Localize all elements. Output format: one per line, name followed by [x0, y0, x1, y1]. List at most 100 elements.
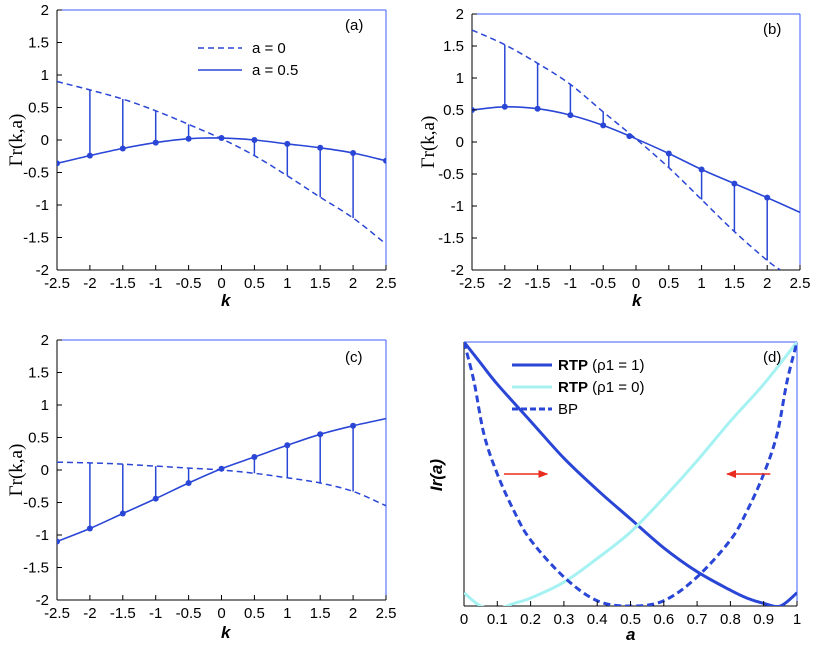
- x-tick-label: 0.5: [620, 611, 641, 628]
- panel-c-label: (c): [345, 349, 363, 366]
- data-point-marker: [698, 166, 705, 173]
- panel-d-chart: 0 0.1 0.2 0.3 0.4 0.5 0.6 0.7 0.8 0.9 1 (d) RTP (ρ…: [427, 341, 801, 644]
- data-point-marker: [152, 495, 159, 502]
- data-point-marker: [86, 525, 93, 532]
- data-point-marker: [350, 150, 357, 156]
- x-tick-label: 0.9: [753, 611, 774, 628]
- x-tick-label: 2: [349, 275, 357, 292]
- data-point-marker: [317, 144, 324, 151]
- legend-rtp1-label: RTP (ρ1 = 1): [558, 357, 644, 374]
- y-tick-label: -1.5: [438, 230, 464, 247]
- panel-b-label: (b): [763, 21, 781, 38]
- x-tick-label: 0.5: [244, 605, 265, 622]
- x-tick-label: 0.2: [520, 611, 541, 628]
- panel-a-xlabel: k: [221, 291, 232, 310]
- data-point-marker: [57, 538, 60, 545]
- x-tick-label: 2.5: [376, 275, 397, 292]
- panel-a-label: (a): [345, 17, 363, 34]
- y-tick-label: -2: [451, 262, 464, 279]
- y-tick-label: 0.5: [28, 430, 49, 447]
- x-tick-label: -2: [83, 605, 96, 622]
- x-tick-label: 0.4: [587, 611, 608, 628]
- data-point-marker: [218, 135, 225, 142]
- x-tick-label: 0: [460, 611, 468, 628]
- x-tick-label: 0.5: [658, 275, 679, 292]
- series-bp-line: [464, 342, 797, 606]
- x-tick-label: -1.5: [110, 605, 136, 622]
- x-tick-label: 2: [349, 605, 357, 622]
- x-tick-label: -1.5: [110, 275, 136, 292]
- data-point-marker: [251, 454, 258, 460]
- panel-c-xlabel: k: [221, 623, 232, 642]
- x-tick-label: -2.5: [44, 605, 70, 622]
- panel-d-label: (d): [763, 349, 781, 366]
- y-tick-label: -0.5: [23, 495, 49, 512]
- y-tick-label: -1.5: [23, 560, 49, 577]
- data-point-marker: [501, 103, 508, 110]
- x-tick-label: 1: [283, 275, 291, 292]
- panel-c-chart: -2.5 -2 -1.5 -1 -0.5 0 0.5 1 1.5 2 2.5-2-1.5-1-0.5…: [6, 332, 396, 642]
- x-tick-label: 2.5: [376, 605, 397, 622]
- y-tick-label: -1: [36, 527, 49, 544]
- x-tick-label: 1: [793, 611, 801, 628]
- x-tick-label: -0.5: [176, 605, 202, 622]
- panel-a-ylabel: Γr(k,a): [6, 114, 27, 167]
- legend-rtp0-label: RTP (ρ1 = 0): [558, 379, 644, 396]
- x-tick-label: 0.5: [244, 275, 265, 292]
- data-point-marker: [185, 135, 192, 142]
- data-point-marker: [534, 105, 541, 112]
- y-tick-label: -0.5: [438, 166, 464, 183]
- y-tick-label: -2: [36, 592, 49, 609]
- y-tick-label: 0: [41, 132, 49, 149]
- x-tick-label: 1.5: [310, 275, 331, 292]
- x-tick-label: 1.5: [724, 275, 745, 292]
- data-point-marker: [764, 194, 771, 201]
- y-tick-label: 0: [41, 462, 49, 479]
- x-tick-label: 1: [697, 275, 705, 292]
- legend-a05-label: a = 0.5: [252, 62, 298, 79]
- y-tick-label: -1: [36, 197, 49, 214]
- series-rtp-rho1-1-line: [464, 342, 797, 606]
- series-a0-line: [57, 80, 386, 245]
- data-point-marker: [119, 145, 126, 152]
- x-tick-label: 0.1: [487, 611, 508, 628]
- data-point-marker: [600, 122, 607, 129]
- x-tick-label: -2.5: [44, 275, 70, 292]
- x-tick-label: 0: [217, 275, 225, 292]
- data-point-marker: [57, 160, 60, 167]
- data-point-marker: [731, 180, 738, 187]
- series-a05-line: [57, 417, 386, 543]
- y-tick-label: 2: [41, 2, 49, 19]
- x-tick-label: -0.5: [590, 275, 616, 292]
- panel-d-ylabel: Ir(a): [427, 459, 446, 491]
- series-rtp-rho1-0-line: [464, 342, 797, 606]
- x-tick-label: -1: [149, 275, 162, 292]
- panel-d-legend: RTP (ρ1 = 1) RTP (ρ1 = 0) BP: [512, 357, 644, 418]
- data-point-marker: [284, 442, 291, 449]
- y-tick-label: 1: [41, 67, 49, 84]
- x-tick-label: -2: [83, 275, 96, 292]
- data-point-marker: [218, 465, 225, 472]
- x-tick-label: 0.3: [553, 611, 574, 628]
- panel-b-xlabel: k: [632, 291, 643, 310]
- series-a05-line: [57, 137, 386, 165]
- panel-d-xlabel: a: [626, 625, 635, 644]
- panel-a-chart: -2.5 -2 -1.5 -1 -0.5 0 0.5 1 1.5 2 2.5-2-1.5-1-0.5…: [6, 2, 396, 310]
- x-tick-label: 0.7: [687, 611, 708, 628]
- y-tick-label: 0: [456, 134, 464, 151]
- y-tick-label: 2: [41, 332, 49, 349]
- panel-a-legend: a = 0 a = 0.5: [198, 40, 298, 79]
- data-point-marker: [665, 150, 672, 157]
- x-tick-label: 0: [217, 605, 225, 622]
- panel-b-chart: -2.5 -2 -1.5 -1 -0.5 0 0.5 1 1.5 2 2.5-2-1.5-1-0.5…: [418, 6, 810, 310]
- x-tick-label: 1: [283, 605, 291, 622]
- x-tick-label: 1.5: [310, 605, 331, 622]
- y-tick-label: 0.5: [28, 100, 49, 117]
- series-a05-line: [472, 105, 800, 214]
- y-tick-label: 1: [41, 397, 49, 414]
- x-tick-label: -1: [564, 275, 577, 292]
- data-point-marker: [567, 112, 574, 119]
- data-point-marker: [284, 140, 291, 147]
- data-point-marker: [317, 431, 324, 438]
- legend-bp-label: BP: [558, 401, 578, 418]
